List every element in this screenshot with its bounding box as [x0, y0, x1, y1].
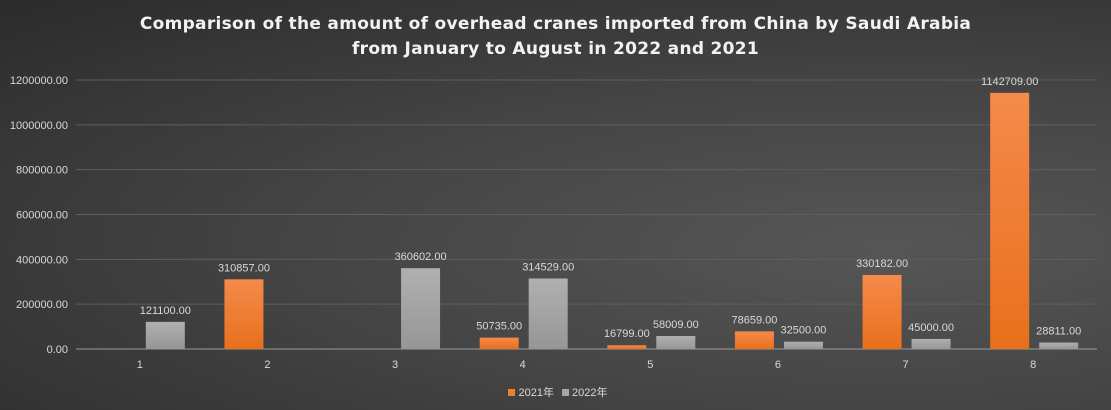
y-tick-label: 1200000.00 — [10, 75, 68, 87]
bar-2022 — [528, 278, 568, 349]
chart-title: Comparison of the amount of overhead cra… — [0, 12, 1111, 62]
data-label: 78659.00 — [731, 314, 777, 326]
y-tick-label: 400000.00 — [16, 254, 68, 266]
data-label: 32500.00 — [780, 325, 826, 337]
data-label: 58009.00 — [653, 319, 699, 331]
x-tick-label: 7 — [903, 359, 909, 371]
data-label: 16799.00 — [604, 328, 650, 340]
data-label: 360602.00 — [395, 251, 447, 263]
y-tick-label: 800000.00 — [16, 165, 68, 177]
legend-swatch-2021 — [508, 389, 516, 396]
bar-2022 — [656, 335, 696, 349]
bar-2022 — [145, 321, 185, 349]
x-tick-label: 4 — [520, 359, 526, 371]
title-line-2: from January to August in 2022 and 2021 — [351, 39, 760, 59]
legend: 2021年 2022年 — [0, 384, 1111, 400]
bar-2021 — [862, 274, 902, 349]
bar-2022 — [911, 338, 951, 349]
bar-2022 — [401, 268, 441, 349]
data-label: 330182.00 — [856, 258, 908, 270]
data-label: 314529.00 — [522, 261, 574, 273]
data-label: 1142709.00 — [981, 76, 1038, 88]
title-line-1: Comparison of the amount of overhead cra… — [139, 14, 972, 34]
data-label: 310857.00 — [218, 262, 270, 274]
bar-2021 — [990, 92, 1030, 349]
x-tick-label: 5 — [647, 359, 653, 371]
x-tick-label: 8 — [1030, 359, 1036, 371]
y-tick-label: 600000.00 — [16, 210, 68, 222]
x-tick-label: 1 — [137, 359, 143, 371]
y-tick-label: 0.00 — [47, 344, 68, 356]
y-tick-label: 1000000.00 — [10, 120, 68, 132]
legend-label-2022: 2022年 — [572, 387, 608, 399]
bar-2022 — [783, 341, 823, 349]
y-tick-label: 200000.00 — [16, 299, 68, 311]
bar-2021 — [479, 337, 519, 349]
bar-2021 — [224, 279, 264, 349]
bar-2022 — [1039, 342, 1079, 349]
data-label: 45000.00 — [908, 322, 954, 334]
x-tick-label: 6 — [775, 359, 781, 371]
x-tick-label: 2 — [264, 359, 270, 371]
x-tick-label: 3 — [392, 359, 398, 371]
data-label: 50735.00 — [476, 321, 522, 333]
data-label: 121100.00 — [140, 305, 191, 317]
legend-swatch-2022 — [562, 389, 570, 396]
legend-label-2021: 2021年 — [518, 387, 554, 399]
data-label: 28811.00 — [1036, 326, 1081, 338]
bar-2021 — [607, 345, 647, 349]
bar-2021 — [734, 331, 774, 349]
